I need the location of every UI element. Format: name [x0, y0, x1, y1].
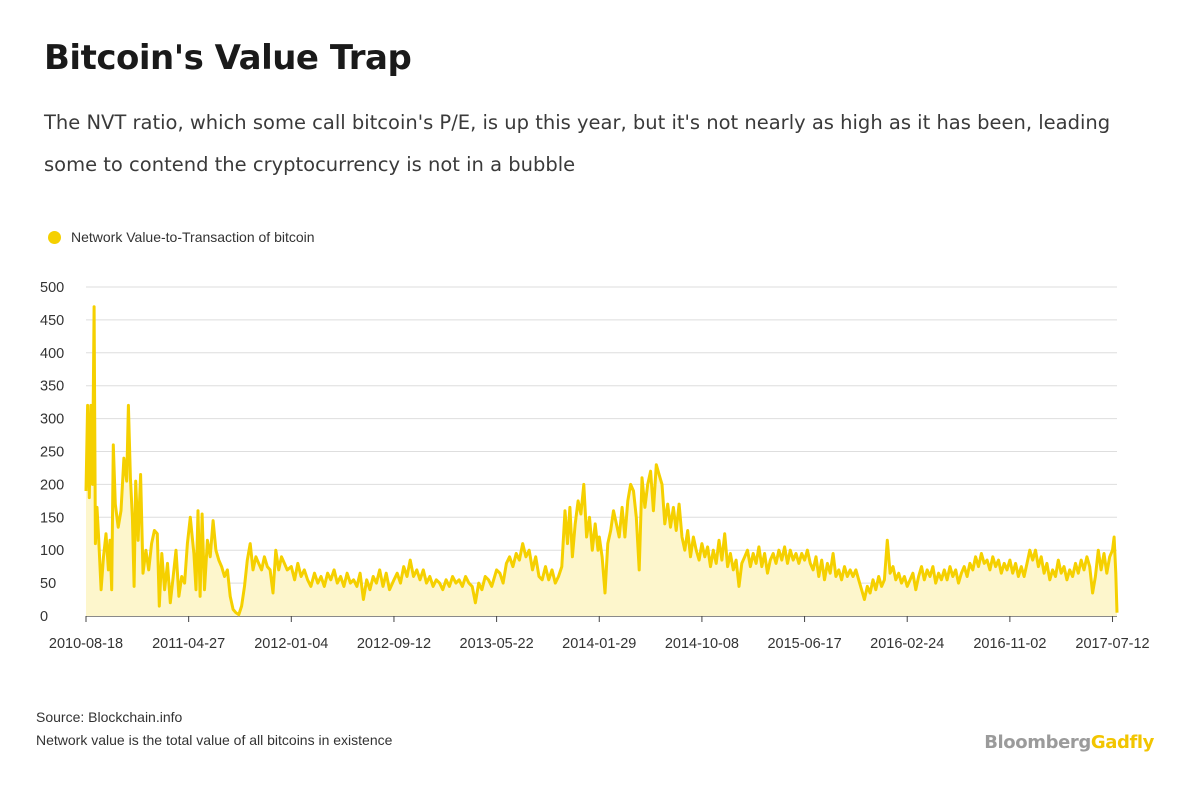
series-line [84, 305, 1119, 617]
x-axis: 2010-08-18 2011-04-27 2012-01-04 2012-09-12… [49, 616, 1150, 652]
y-tick-label: 0 [40, 609, 48, 625]
legend: Network Value-to-Transaction of bitcoin [48, 229, 315, 245]
x-tick-label: 2012-01-04 [254, 636, 328, 652]
x-tick-label: 2015-06-17 [767, 636, 841, 652]
source-note: Source: Blockchain.info [36, 709, 183, 725]
y-tick-label: 350 [40, 379, 64, 395]
y-tick-label: 150 [40, 510, 64, 526]
x-tick-label: 2012-09-12 [357, 636, 431, 652]
chart-title: Bitcoin's Value Trap [44, 38, 412, 78]
y-tick-label: 500 [40, 280, 64, 296]
x-tick-label: 2014-10-08 [665, 636, 739, 652]
series-layer [84, 305, 1119, 617]
y-tick-label: 50 [40, 576, 56, 592]
legend-swatch [48, 230, 61, 244]
y-tick-label: 300 [40, 412, 64, 428]
x-tick-label: 2016-02-24 [870, 636, 944, 652]
chart-subtitle: The NVT ratio, which some call bitcoin's… [44, 111, 1111, 176]
legend-label: Network Value-to-Transaction of bitcoin [71, 229, 315, 245]
x-tick-label: 2016-11-02 [973, 636, 1046, 652]
brand-bloomberg: Bloomberg [984, 732, 1091, 753]
brand-logo: BloombergGadfly [984, 732, 1154, 753]
y-tick-label: 450 [40, 313, 64, 329]
x-tick-label: 2013-05-22 [460, 636, 534, 652]
y-tick-label: 100 [40, 543, 64, 559]
y-tick-label: 250 [40, 445, 64, 461]
x-tick-label: 2010-08-18 [49, 636, 123, 652]
y-tick-label: 200 [40, 477, 64, 493]
x-tick-label: 2011-04-27 [152, 636, 225, 652]
brand-gadfly: Gadfly [1090, 732, 1155, 753]
y-axis: 0 50 100 150 200 250 300 350 400 450 500 [40, 280, 64, 625]
y-tick-label: 400 [40, 346, 64, 362]
definition-note: Network value is the total value of all … [36, 732, 393, 748]
x-tick-label: 2014-01-29 [562, 636, 636, 652]
x-tick-label: 2017-07-12 [1075, 636, 1149, 652]
